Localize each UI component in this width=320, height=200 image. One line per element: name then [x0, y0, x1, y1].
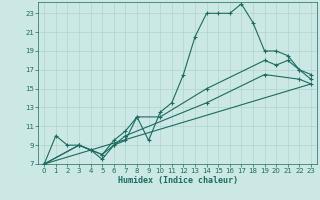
X-axis label: Humidex (Indice chaleur): Humidex (Indice chaleur)	[118, 176, 238, 185]
